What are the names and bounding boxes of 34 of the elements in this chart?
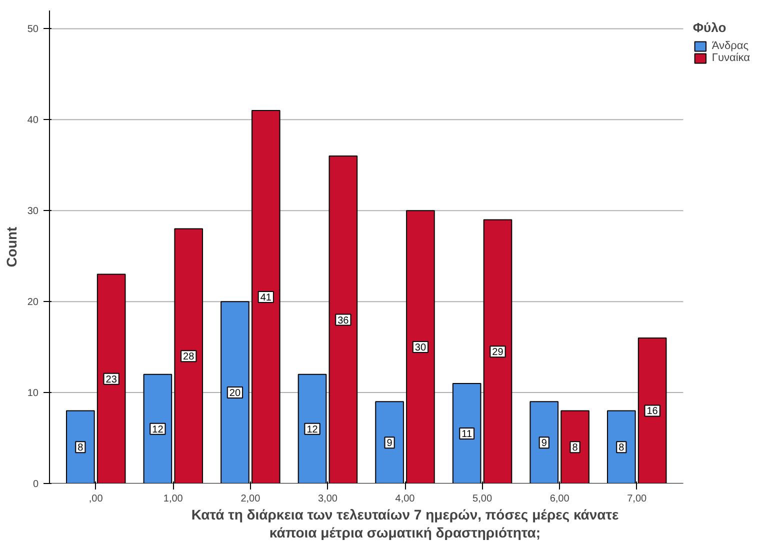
y-axis-title: Count <box>3 226 20 268</box>
x-tick-label: 3,00 <box>318 494 338 504</box>
data-label: 36 <box>338 315 350 326</box>
x-tick-label: 7,00 <box>627 494 648 504</box>
data-label: 28 <box>183 352 195 363</box>
data-label: 8 <box>78 442 84 454</box>
y-tick-label: 0 <box>32 479 39 490</box>
data-label: 23 <box>106 374 118 386</box>
data-label: 16 <box>646 406 658 418</box>
legend-title: Φύλο <box>692 20 728 35</box>
y-tick-label: 40 <box>27 115 39 126</box>
x-tick-label: 6,00 <box>550 494 570 504</box>
y-tick-label: 20 <box>27 297 39 308</box>
data-label: 9 <box>541 438 548 450</box>
data-label: 20 <box>229 388 241 400</box>
x-tick-label: 5,00 <box>472 494 492 504</box>
x-tick-label: 4,00 <box>395 494 416 504</box>
data-label: 12 <box>306 424 318 436</box>
data-label: 9 <box>386 438 393 450</box>
y-tick-label: 30 <box>27 206 39 218</box>
y-tick-label: 10 <box>27 388 39 400</box>
data-label: 30 <box>414 342 426 354</box>
legend-label: Γυναίκα <box>712 52 750 64</box>
x-tick-label: 1,00 <box>163 494 184 504</box>
x-tick-label: ,00 <box>88 494 104 504</box>
data-label: 8 <box>572 442 578 454</box>
data-label: 41 <box>260 292 272 304</box>
data-label: 8 <box>618 442 625 454</box>
legend-label: Άνδρας <box>712 40 749 52</box>
x-tick-label: 2,00 <box>240 494 261 504</box>
y-tick-label: 50 <box>27 24 39 36</box>
data-label: 29 <box>492 347 504 358</box>
data-label: 11 <box>462 428 472 440</box>
data-label: 12 <box>152 424 164 436</box>
